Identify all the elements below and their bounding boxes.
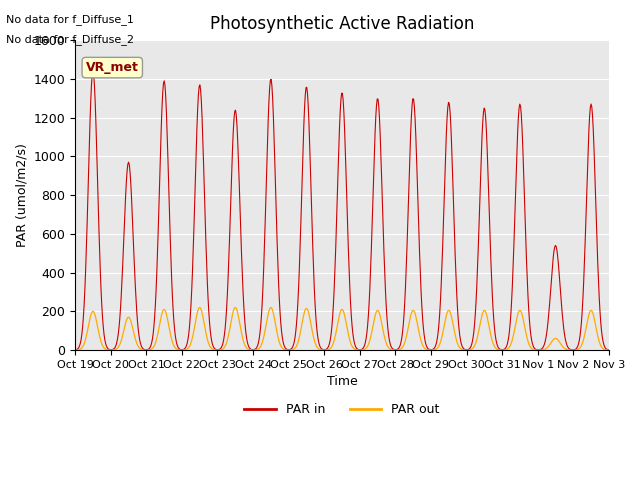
X-axis label: Time: Time xyxy=(326,375,357,388)
PAR out xyxy=(605,347,612,353)
PAR in xyxy=(136,340,144,346)
PAR in xyxy=(71,347,79,353)
Y-axis label: PAR (umol/m2/s): PAR (umol/m2/s) xyxy=(15,143,28,247)
PAR in xyxy=(408,113,415,119)
Text: No data for f_Diffuse_1: No data for f_Diffuse_1 xyxy=(6,14,134,25)
PAR out xyxy=(423,347,431,352)
PAR out xyxy=(196,305,204,311)
PAR out xyxy=(219,346,227,352)
PAR out xyxy=(408,310,415,316)
PAR in xyxy=(219,340,227,346)
PAR out xyxy=(136,346,143,351)
Legend: PAR in, PAR out: PAR in, PAR out xyxy=(239,398,445,421)
PAR in xyxy=(81,288,89,294)
PAR in xyxy=(89,68,97,74)
Line: PAR in: PAR in xyxy=(75,71,609,350)
PAR in xyxy=(423,344,431,350)
PAR in xyxy=(605,347,612,353)
PAR out xyxy=(71,347,79,353)
Title: Photosynthetic Active Radiation: Photosynthetic Active Radiation xyxy=(210,15,474,33)
Text: No data for f_Diffuse_2: No data for f_Diffuse_2 xyxy=(6,34,134,45)
Text: VR_met: VR_met xyxy=(86,61,139,74)
PAR in xyxy=(191,200,198,206)
PAR out xyxy=(81,339,89,345)
PAR out xyxy=(190,327,198,333)
Line: PAR out: PAR out xyxy=(75,308,609,350)
